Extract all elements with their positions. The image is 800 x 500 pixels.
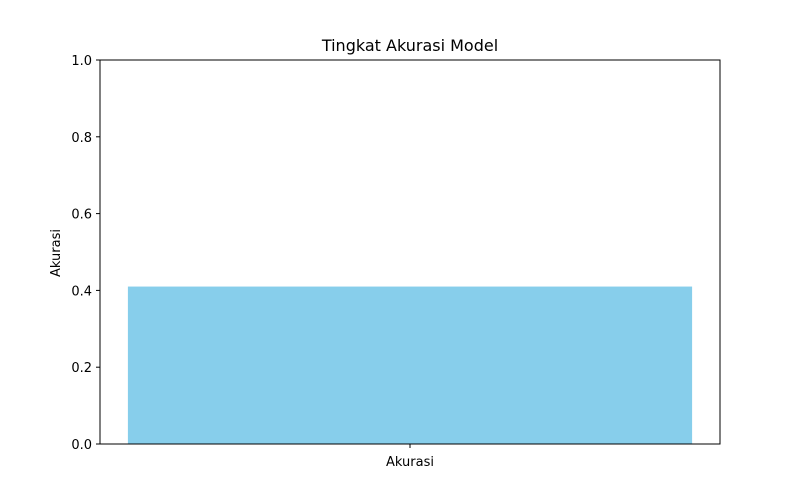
- y-tick-label: 1.0: [71, 54, 92, 69]
- bars-group: [127, 286, 693, 444]
- bar-akurasi: [127, 286, 693, 444]
- y-axis-label: Akurasi: [49, 229, 64, 277]
- y-tick-label: 0.2: [71, 361, 92, 376]
- chart-title: Tingkat Akurasi Model: [321, 36, 498, 55]
- y-tick-label: 0.6: [71, 208, 92, 223]
- y-tick-label: 0.8: [71, 131, 92, 146]
- y-tick-label: 0.4: [71, 284, 92, 299]
- y-tick-label: 0.0: [71, 438, 92, 453]
- x-tick-label: Akurasi: [386, 455, 434, 470]
- x-axis-ticks: Akurasi: [386, 444, 434, 470]
- y-axis-ticks: 0.0 0.2 0.4 0.6 0.8 1.0: [71, 54, 100, 453]
